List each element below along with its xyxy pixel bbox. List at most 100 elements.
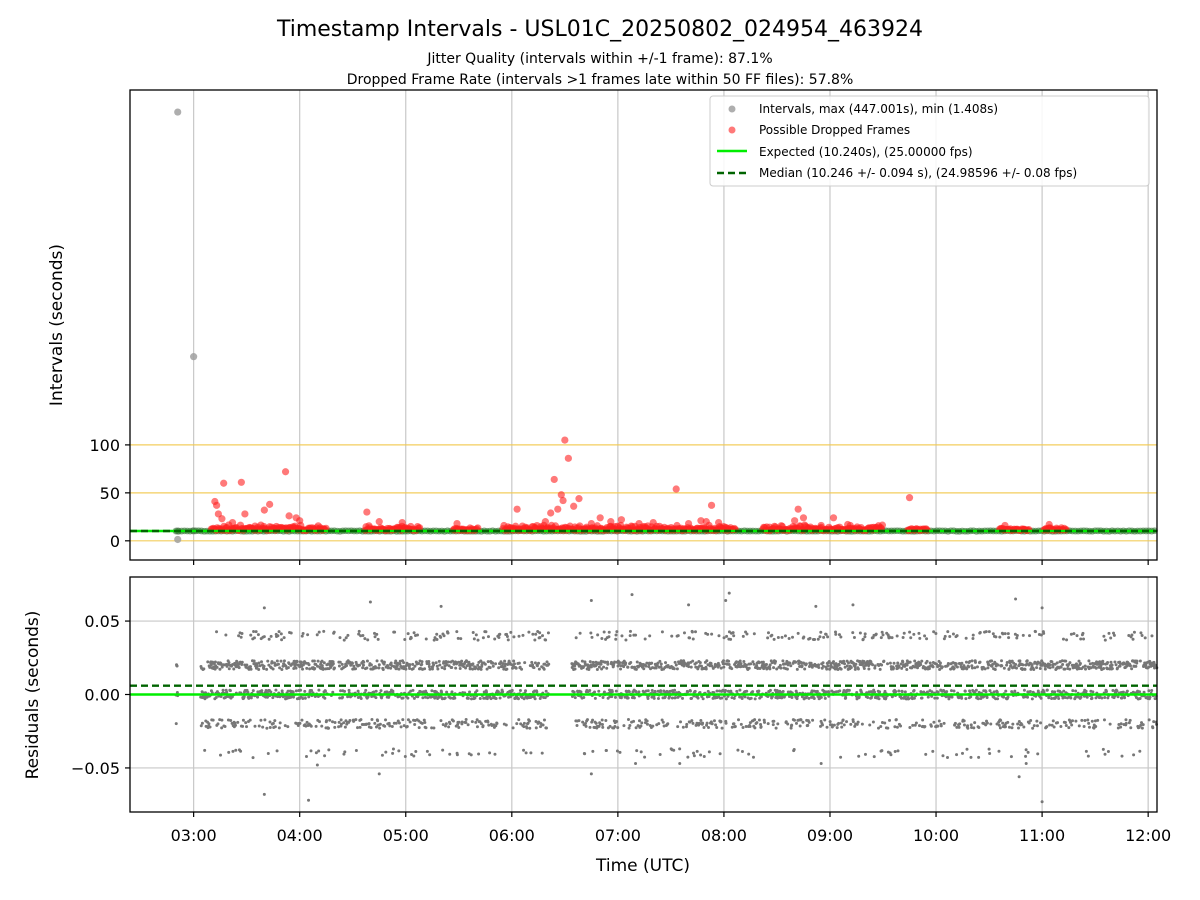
residual-point bbox=[634, 726, 638, 730]
residual-point bbox=[869, 660, 873, 664]
residual-point bbox=[390, 724, 394, 728]
residual-point bbox=[772, 637, 776, 641]
residual-point bbox=[424, 637, 428, 641]
dropped-frame-point bbox=[453, 519, 461, 528]
residual-point bbox=[409, 689, 413, 693]
residual-point bbox=[616, 726, 620, 730]
residual-point bbox=[391, 689, 395, 693]
residual-point bbox=[450, 665, 454, 669]
residual-point bbox=[907, 697, 911, 701]
residual-point bbox=[762, 718, 766, 722]
residual-point bbox=[256, 695, 260, 699]
residual-point bbox=[1015, 636, 1019, 640]
residual-point bbox=[730, 667, 734, 671]
residual-point bbox=[251, 689, 255, 693]
residual-point bbox=[1007, 667, 1011, 671]
residual-point bbox=[1094, 725, 1098, 729]
residual-point bbox=[262, 635, 266, 639]
residual-point bbox=[544, 726, 548, 730]
residual-point bbox=[321, 667, 325, 671]
dropped-frame-point bbox=[778, 522, 786, 531]
residual-point bbox=[837, 633, 841, 637]
residual-point bbox=[396, 661, 400, 665]
dropped-frame-point bbox=[878, 521, 886, 529]
residual-point bbox=[987, 747, 991, 751]
residual-point bbox=[1144, 663, 1148, 667]
residual-point bbox=[241, 724, 245, 728]
residual-point bbox=[863, 632, 867, 636]
residual-point bbox=[220, 718, 224, 722]
residual-point bbox=[443, 667, 447, 671]
residual-point bbox=[1039, 721, 1043, 725]
residual-point bbox=[293, 659, 297, 663]
residual-point bbox=[248, 718, 252, 722]
residual-point bbox=[975, 665, 979, 669]
residual-point bbox=[409, 636, 413, 640]
residual-point bbox=[1091, 690, 1095, 694]
residual-point bbox=[503, 662, 507, 666]
residual-point bbox=[851, 631, 855, 635]
residual-point bbox=[627, 690, 631, 694]
residual-point bbox=[275, 749, 279, 753]
residual-point bbox=[299, 660, 303, 664]
residual-point bbox=[1055, 661, 1059, 665]
residual-point bbox=[408, 663, 412, 667]
residual-point bbox=[778, 663, 782, 667]
residual-point bbox=[1101, 659, 1105, 663]
residual-point bbox=[421, 696, 425, 700]
residual-point bbox=[888, 661, 892, 665]
residual-point bbox=[323, 689, 327, 693]
residual-point bbox=[517, 634, 521, 638]
residual-point bbox=[342, 721, 346, 725]
residual-point bbox=[900, 666, 904, 670]
residual-point bbox=[540, 751, 544, 755]
residual-point bbox=[600, 667, 604, 671]
residual-point bbox=[694, 661, 698, 665]
residual-point bbox=[1088, 662, 1092, 666]
residual-point bbox=[917, 631, 921, 635]
residuals-panel: 03:00 04:00 05:00 06:00 07:00 08:00 09:00 10:00… bbox=[23, 576, 1171, 845]
residual-point bbox=[199, 724, 203, 728]
residual-point bbox=[468, 690, 472, 694]
residual-point bbox=[283, 724, 287, 728]
residual-point bbox=[888, 635, 892, 639]
residual-point bbox=[341, 695, 345, 699]
residual-point bbox=[403, 638, 407, 642]
residual-point bbox=[582, 695, 586, 699]
residual-point bbox=[402, 724, 406, 728]
residual-point bbox=[596, 633, 600, 637]
residual-point bbox=[338, 636, 342, 640]
residual-point bbox=[430, 667, 434, 671]
residual-point bbox=[652, 696, 656, 700]
residual-point bbox=[880, 721, 884, 725]
residual-point bbox=[874, 632, 878, 636]
residual-point bbox=[741, 726, 745, 730]
dropped-frame-point bbox=[596, 514, 604, 522]
residual-point bbox=[827, 659, 831, 663]
residual-point bbox=[585, 718, 589, 722]
residual-point bbox=[1021, 633, 1025, 637]
residual-point bbox=[369, 726, 373, 730]
residual-point bbox=[896, 661, 900, 665]
residual-point bbox=[989, 722, 993, 726]
residual-point bbox=[280, 667, 284, 671]
residual-point bbox=[269, 634, 273, 638]
residual-point bbox=[1054, 695, 1058, 699]
residual-point bbox=[533, 697, 537, 701]
residual-point bbox=[614, 633, 618, 637]
residual-point bbox=[451, 719, 455, 723]
residual-point bbox=[474, 633, 478, 637]
residual-point bbox=[578, 631, 582, 635]
chart-subtitle-dropped: Dropped Frame Rate (intervals >1 frames … bbox=[347, 72, 854, 88]
residual-point bbox=[1128, 664, 1132, 668]
residual-point bbox=[1081, 631, 1085, 635]
residual-point bbox=[646, 697, 650, 701]
residual-point bbox=[1100, 696, 1104, 700]
residual-point bbox=[260, 689, 264, 693]
residual-point bbox=[465, 660, 469, 664]
residual-point bbox=[1142, 690, 1146, 694]
residual-point bbox=[509, 695, 513, 699]
residual-point bbox=[873, 690, 877, 694]
residual-point bbox=[727, 659, 731, 663]
residual-point bbox=[267, 637, 271, 641]
